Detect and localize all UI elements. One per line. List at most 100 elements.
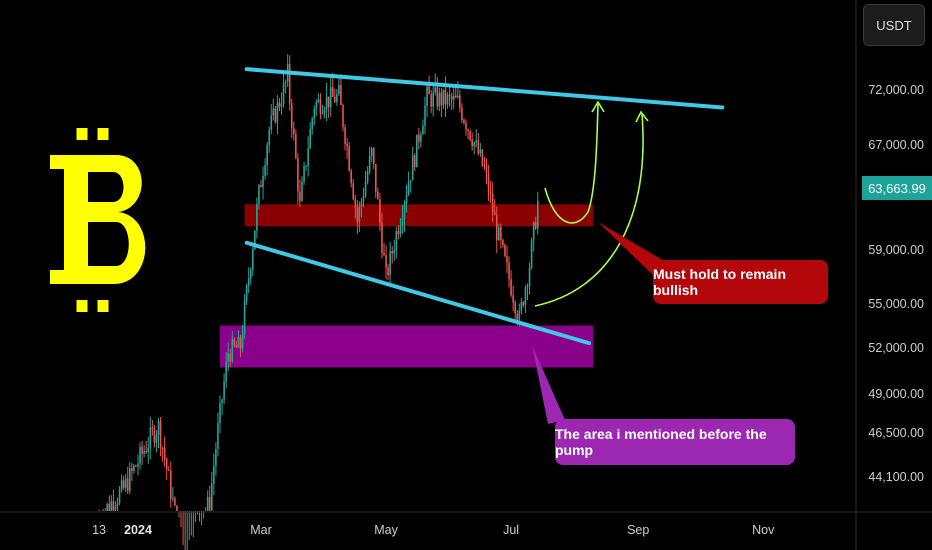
candle-body: [290, 103, 293, 128]
candle-body: [377, 191, 379, 200]
candle-body: [520, 302, 523, 311]
candle-body: [528, 267, 531, 287]
candle-body: [401, 218, 404, 226]
candle-body: [395, 231, 398, 251]
candle-body: [336, 94, 338, 103]
candle-body: [338, 85, 340, 95]
candle-body: [514, 302, 516, 314]
candle-body: [327, 96, 330, 108]
candle-body: [516, 313, 519, 320]
bitcoin-logo-icon: [50, 128, 146, 312]
candle-body: [442, 89, 445, 106]
candle-body: [370, 148, 373, 156]
candle-body: [420, 134, 422, 142]
candle-body: [163, 448, 166, 459]
candle-body: [536, 200, 539, 229]
candle-body: [432, 92, 434, 107]
price-tick-label: 55,000.00: [868, 297, 924, 311]
candle-body: [385, 255, 387, 268]
candle-body: [231, 339, 234, 362]
candle-body: [389, 251, 391, 276]
candle-body: [262, 176, 264, 188]
candle-body: [481, 149, 484, 166]
price-tick-label: 67,000.00: [868, 138, 924, 152]
candle-body: [467, 129, 469, 131]
candle-body: [282, 82, 285, 105]
candle-body: [297, 158, 299, 192]
candle-body: [477, 140, 480, 154]
candle-body: [299, 191, 301, 201]
candle-body: [436, 87, 439, 107]
candle-body: [278, 102, 281, 108]
currency-button[interactable]: USDT: [863, 4, 925, 46]
candle-body: [213, 466, 215, 484]
prior-area: [220, 325, 594, 368]
price-tick-label: 49,000.00: [868, 387, 924, 401]
candle-body: [249, 269, 252, 279]
candle-body: [495, 215, 498, 241]
candle-body: [510, 279, 512, 296]
candle-body: [122, 480, 125, 488]
candle-body: [323, 110, 326, 113]
candle-body: [383, 252, 385, 256]
time-tick-label: Mar: [250, 523, 272, 537]
candle-body: [354, 199, 357, 208]
candle-body: [409, 180, 412, 183]
candle-body: [534, 222, 537, 229]
upper-channel[interactable]: [244, 67, 725, 110]
candle-body: [428, 86, 430, 95]
time-tick-label: Sep: [627, 523, 650, 537]
candle-body: [106, 503, 109, 511]
candle-body: [502, 239, 504, 246]
candle-body: [151, 427, 154, 429]
candle-body: [340, 85, 342, 106]
candle-body: [176, 505, 178, 511]
candle-body: [293, 127, 295, 135]
candle-body: [438, 92, 441, 107]
candle-body: [524, 288, 527, 306]
candle-body: [381, 223, 383, 253]
candle-body: [159, 421, 162, 448]
candle-body: [500, 227, 502, 240]
candle-body: [465, 122, 467, 130]
candle-body: [331, 87, 334, 97]
price-tick-label: 72,000.00: [868, 83, 924, 97]
candle-body: [235, 345, 238, 348]
candle-body: [303, 165, 305, 182]
candle-body: [141, 446, 143, 454]
candle-body: [165, 458, 168, 470]
candle-body: [506, 255, 508, 263]
candle-body: [120, 480, 123, 490]
candle-body: [124, 478, 127, 488]
candle-body: [334, 96, 336, 103]
candle-body: [126, 478, 129, 491]
candle-body: [254, 230, 256, 250]
candle-body: [422, 125, 424, 135]
candle-body: [143, 450, 145, 454]
candle-body: [372, 148, 375, 164]
candle-body: [418, 134, 420, 142]
candle-body: [411, 155, 414, 181]
candle-body: [403, 203, 406, 219]
candle-body: [147, 447, 150, 453]
candle-body: [157, 421, 160, 435]
candle-body: [295, 134, 297, 159]
candle-body: [252, 249, 254, 270]
candle-body: [512, 295, 514, 303]
lower-channel[interactable]: [244, 240, 591, 346]
candle-body: [463, 119, 465, 123]
last-price-tag: 63,663.99: [862, 176, 932, 200]
candle-body: [362, 196, 365, 202]
candle-body: [274, 108, 277, 123]
candle-body: [153, 428, 156, 443]
candle-body: [317, 99, 320, 103]
candle-body: [487, 173, 490, 193]
candle-body: [446, 94, 449, 105]
candle-body: [350, 170, 352, 184]
candle-body: [110, 501, 113, 511]
time-tick-label: May: [374, 523, 398, 537]
candle-body: [307, 148, 309, 166]
candle-body: [483, 165, 486, 168]
candle-body: [172, 498, 174, 500]
